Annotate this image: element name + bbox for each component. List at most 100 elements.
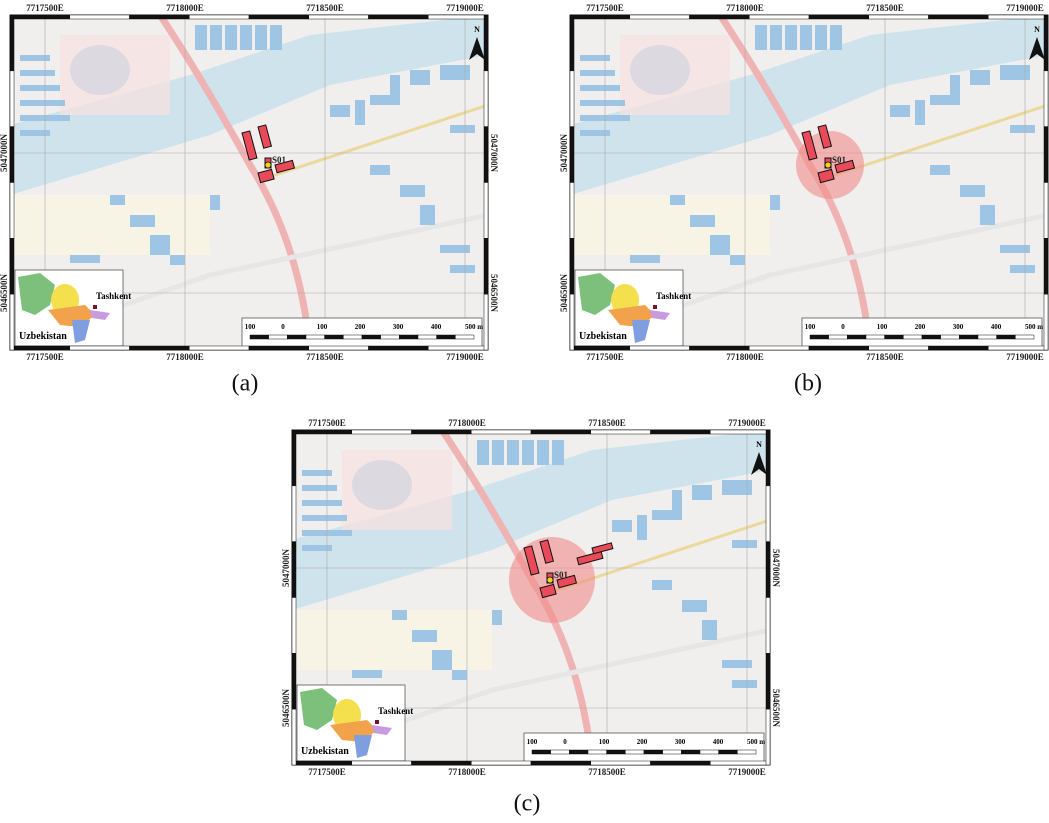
building <box>960 185 985 197</box>
frame-bar <box>484 183 488 239</box>
building <box>690 215 715 227</box>
left-coord: 5047000N <box>559 134 569 173</box>
frame-bar <box>309 346 369 350</box>
building <box>732 680 757 688</box>
frame-bar <box>710 761 770 765</box>
frame-bar <box>484 238 488 294</box>
building <box>130 215 155 227</box>
site-point <box>265 162 271 168</box>
inset-marker <box>653 305 657 309</box>
building <box>390 75 400 105</box>
scale-segment <box>269 335 288 339</box>
building <box>302 485 337 491</box>
frame-bar <box>591 430 651 434</box>
bottom-coord: 7718500E <box>866 352 904 362</box>
frame-bar <box>369 15 429 19</box>
scale-segment <box>455 335 474 339</box>
building <box>20 70 55 76</box>
building <box>580 100 625 106</box>
scale-segment <box>922 335 941 339</box>
frame-bar <box>1044 183 1048 239</box>
frame-bar <box>570 15 630 19</box>
frame-bar <box>352 761 412 765</box>
building <box>507 440 519 465</box>
frame-bar <box>766 709 770 765</box>
building <box>302 515 347 521</box>
building <box>670 195 685 205</box>
building <box>302 500 342 506</box>
frame-bar <box>10 183 14 239</box>
building <box>355 100 365 125</box>
scale-label: 400 <box>713 738 724 746</box>
scale-segment <box>810 335 829 339</box>
building <box>110 195 125 205</box>
top-coord: 7718500E <box>866 3 904 13</box>
building <box>930 165 950 175</box>
top-coord: 7718000E <box>726 3 764 13</box>
building <box>450 265 475 273</box>
building <box>20 100 65 106</box>
scale-segment <box>978 335 997 339</box>
frame-bar <box>570 346 630 350</box>
frame-bar <box>988 15 1048 19</box>
scale-segment <box>997 335 1016 339</box>
scale-segment <box>847 335 866 339</box>
frame-bar <box>929 15 989 19</box>
building <box>552 440 564 465</box>
scale-segment <box>325 335 344 339</box>
building <box>210 25 222 50</box>
frame-bar <box>10 15 14 71</box>
north-label: N <box>756 440 762 449</box>
frame-bar <box>749 346 809 350</box>
frame-bar <box>10 346 70 350</box>
building <box>730 255 745 265</box>
frame-bar <box>249 346 309 350</box>
scale-segment <box>903 335 922 339</box>
inset-country: Uzbekistan <box>579 331 627 342</box>
frame-bar <box>710 430 770 434</box>
scale-segment <box>700 750 719 754</box>
frame-bar <box>292 653 296 709</box>
left-coord: 5047000N <box>281 549 291 588</box>
frame-bar <box>292 430 352 434</box>
map-panel: S01NTashkentUzbekistan100010020030040050… <box>559 3 1049 362</box>
building <box>830 25 842 50</box>
scale-segment <box>399 335 418 339</box>
frame-bar <box>869 15 929 19</box>
frame-bar <box>292 598 296 654</box>
building <box>255 25 267 50</box>
scale-segment <box>644 750 663 754</box>
scale-label: 400 <box>991 323 1002 331</box>
building <box>755 25 767 50</box>
inset-marker <box>93 305 97 309</box>
site-label: S01 <box>272 155 287 165</box>
scale-label: 0 <box>563 738 567 746</box>
frame-bar <box>484 15 488 71</box>
left-coord: 5046500N <box>0 274 9 313</box>
inset-city: Tashkent <box>96 291 131 301</box>
building <box>420 205 435 225</box>
frame-bar <box>570 183 574 239</box>
building <box>612 520 632 532</box>
building <box>672 490 682 520</box>
scale-segment <box>418 335 437 339</box>
frame-bar <box>249 15 309 19</box>
scale-label: 100 <box>877 323 888 331</box>
frame-bar <box>412 761 472 765</box>
frame-bar <box>428 346 488 350</box>
right-coord: 5046500N <box>771 689 781 728</box>
scale-segment <box>287 335 306 339</box>
frame-bar <box>189 346 249 350</box>
frame-bar <box>10 238 14 294</box>
frame-bar <box>651 430 711 434</box>
map-panel: S01NTashkentUzbekistan100010020030040050… <box>0 3 499 362</box>
building <box>785 25 797 50</box>
bottom-coord: 7718000E <box>166 352 204 362</box>
building <box>1000 65 1030 80</box>
scale-label: 100 <box>317 323 328 331</box>
panel-caption: (b) <box>794 371 822 397</box>
scale-segment <box>532 750 551 754</box>
top-coord: 7718000E <box>448 418 486 428</box>
site-point <box>547 577 553 583</box>
map-panel: S01NTashkentUzbekistan100010020030040050… <box>281 418 781 777</box>
